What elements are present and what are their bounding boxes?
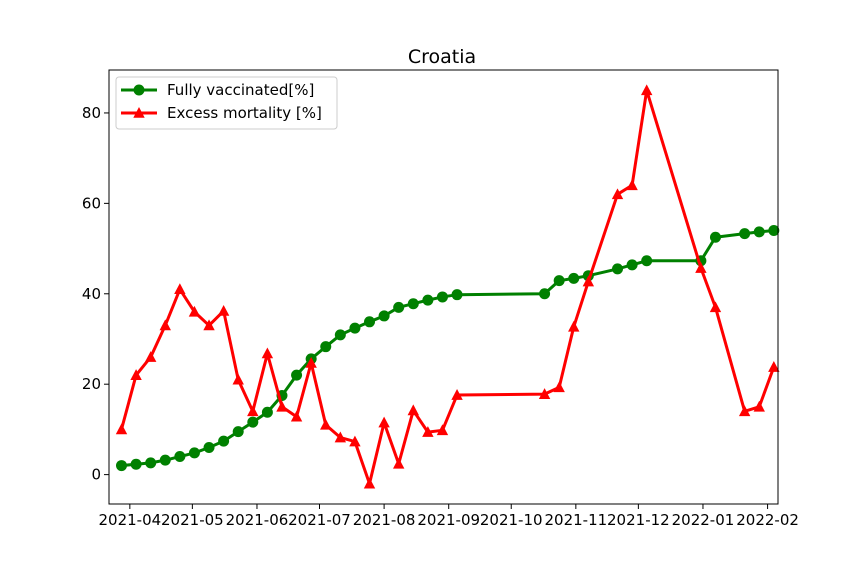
data-point bbox=[174, 283, 186, 295]
data-point bbox=[130, 458, 142, 470]
data-point bbox=[144, 351, 157, 362]
data-point bbox=[626, 259, 638, 271]
data-point bbox=[115, 423, 128, 435]
plot-frame bbox=[108, 69, 779, 505]
data-point bbox=[378, 310, 390, 322]
data-point bbox=[188, 447, 200, 459]
data-point bbox=[451, 289, 463, 301]
data-point bbox=[709, 301, 722, 313]
data-point bbox=[276, 400, 288, 412]
y-tick-label: 0 bbox=[91, 466, 101, 484]
data-point bbox=[232, 426, 244, 438]
data-point bbox=[364, 316, 376, 328]
data-point bbox=[695, 262, 707, 273]
data-point bbox=[436, 424, 449, 436]
data-point bbox=[247, 416, 259, 428]
data-point bbox=[130, 369, 142, 380]
y-tick-label: 60 bbox=[82, 194, 101, 212]
x-tick-label: 2021-05 bbox=[161, 511, 224, 529]
data-point bbox=[422, 426, 434, 437]
x-tick-label: 2022-01 bbox=[672, 511, 735, 529]
x-tick-label: 2021-10 bbox=[480, 511, 543, 529]
x-tick-label: 2021-07 bbox=[288, 511, 351, 529]
data-point bbox=[349, 322, 361, 334]
data-point bbox=[568, 320, 580, 332]
legend: Fully vaccinated[%] Excess mortality [%] bbox=[115, 76, 338, 130]
data-point bbox=[232, 373, 244, 385]
data-point bbox=[218, 435, 230, 447]
data-point bbox=[768, 224, 780, 236]
data-point bbox=[392, 457, 405, 469]
data-point bbox=[203, 441, 215, 453]
data-point bbox=[393, 301, 405, 313]
data-point bbox=[641, 84, 653, 96]
data-point bbox=[261, 347, 274, 359]
y-tick-label: 80 bbox=[82, 104, 101, 122]
data-point bbox=[320, 341, 332, 353]
data-point bbox=[422, 294, 434, 306]
data-point bbox=[291, 369, 303, 381]
data-point bbox=[539, 288, 551, 300]
data-point bbox=[553, 275, 565, 287]
chart-title: Croatia bbox=[408, 46, 476, 68]
data-point bbox=[247, 405, 259, 417]
data-point bbox=[407, 404, 419, 416]
x-tick-label: 2021-11 bbox=[544, 511, 607, 529]
x-tick-label: 2021-06 bbox=[226, 511, 289, 529]
data-point bbox=[363, 477, 376, 489]
data-point bbox=[626, 179, 638, 191]
x-tick-label: 2022-02 bbox=[736, 511, 799, 529]
data-point bbox=[174, 451, 186, 463]
x-tick-label: 2021-08 bbox=[353, 511, 416, 529]
data-point bbox=[203, 319, 215, 331]
axes-layer: 2021-04 2021-05 2021-06 2021-07 2021-08 2021-… bbox=[82, 69, 799, 529]
data-point bbox=[641, 255, 653, 267]
data-point bbox=[753, 400, 765, 412]
legend-marker-0 bbox=[133, 84, 145, 96]
data-point bbox=[145, 457, 157, 469]
data-point bbox=[538, 388, 551, 399]
data-point bbox=[436, 291, 448, 303]
data-point bbox=[709, 231, 721, 243]
data-point bbox=[217, 304, 230, 316]
x-tick-label: 2021-12 bbox=[607, 511, 670, 529]
data-point bbox=[378, 416, 390, 428]
data-point bbox=[159, 319, 171, 331]
data-point bbox=[159, 454, 171, 466]
x-tick-label: 2021-04 bbox=[98, 511, 161, 529]
data-point bbox=[349, 435, 361, 447]
data-point bbox=[738, 405, 751, 417]
data-point bbox=[188, 305, 201, 317]
data-point bbox=[261, 406, 273, 418]
data-point bbox=[334, 431, 347, 443]
data-point bbox=[611, 188, 624, 200]
data-point bbox=[768, 361, 780, 372]
legend-label-0: Fully vaccinated[%] bbox=[167, 81, 314, 99]
data-point bbox=[320, 418, 332, 430]
data-point bbox=[116, 460, 128, 472]
data-point bbox=[305, 356, 317, 368]
legend-marker-1 bbox=[133, 107, 145, 118]
data-point bbox=[553, 381, 565, 393]
data-point bbox=[753, 226, 765, 238]
y-tick-label: 40 bbox=[82, 285, 101, 303]
series-1 bbox=[115, 84, 780, 489]
data-point bbox=[582, 275, 595, 287]
series-line-1 bbox=[120, 88, 776, 486]
data-point bbox=[290, 410, 303, 422]
x-tick-label: 2021-09 bbox=[417, 511, 480, 529]
data-point bbox=[568, 272, 580, 284]
data-point bbox=[451, 389, 463, 400]
legend-box bbox=[115, 76, 338, 130]
data-point bbox=[612, 263, 624, 275]
series-layer bbox=[115, 84, 780, 489]
data-point bbox=[334, 329, 346, 341]
data-point bbox=[739, 228, 751, 240]
legend-label-1: Excess mortality [%] bbox=[167, 104, 322, 122]
y-tick-label: 20 bbox=[82, 375, 101, 393]
data-point bbox=[407, 298, 419, 310]
